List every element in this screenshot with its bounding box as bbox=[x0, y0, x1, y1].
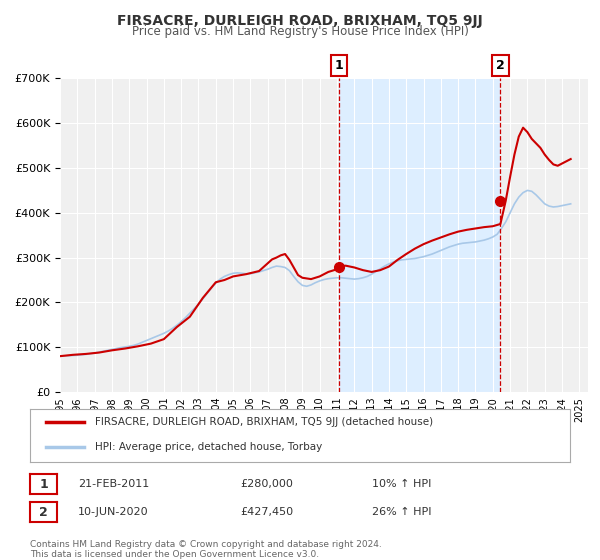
Bar bbox=[339, 78, 500, 392]
Text: 1: 1 bbox=[39, 478, 48, 491]
Text: £427,450: £427,450 bbox=[240, 507, 293, 517]
Text: FIRSACRE, DURLEIGH ROAD, BRIXHAM, TQ5 9JJ: FIRSACRE, DURLEIGH ROAD, BRIXHAM, TQ5 9J… bbox=[117, 14, 483, 28]
Text: 1: 1 bbox=[335, 59, 344, 72]
Text: HPI: Average price, detached house, Torbay: HPI: Average price, detached house, Torb… bbox=[95, 442, 322, 452]
Text: 21-FEB-2011: 21-FEB-2011 bbox=[78, 479, 149, 489]
Text: Price paid vs. HM Land Registry's House Price Index (HPI): Price paid vs. HM Land Registry's House … bbox=[131, 25, 469, 38]
Text: 10% ↑ HPI: 10% ↑ HPI bbox=[372, 479, 431, 489]
Text: Contains HM Land Registry data © Crown copyright and database right 2024.: Contains HM Land Registry data © Crown c… bbox=[30, 540, 382, 549]
Text: FIRSACRE, DURLEIGH ROAD, BRIXHAM, TQ5 9JJ (detached house): FIRSACRE, DURLEIGH ROAD, BRIXHAM, TQ5 9J… bbox=[95, 417, 433, 427]
Text: 2: 2 bbox=[496, 59, 505, 72]
Text: £280,000: £280,000 bbox=[240, 479, 293, 489]
Text: 26% ↑ HPI: 26% ↑ HPI bbox=[372, 507, 431, 517]
Text: 2: 2 bbox=[39, 506, 48, 519]
Text: This data is licensed under the Open Government Licence v3.0.: This data is licensed under the Open Gov… bbox=[30, 550, 319, 559]
Text: 10-JUN-2020: 10-JUN-2020 bbox=[78, 507, 149, 517]
